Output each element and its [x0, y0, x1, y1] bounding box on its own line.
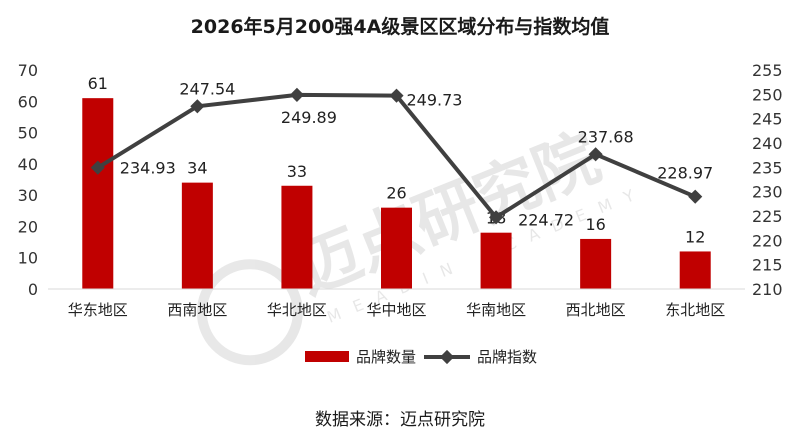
legend-bar-label: 品牌数量	[356, 348, 416, 366]
line-value-label: 228.97	[657, 164, 713, 183]
bar	[181, 182, 213, 289]
bar	[480, 232, 512, 289]
left-axis-tick-label: 20	[18, 217, 38, 236]
bar-value-label: 26	[386, 184, 406, 203]
bar	[281, 185, 313, 289]
line-value-label: 234.93	[120, 159, 176, 178]
right-axis-tick-label: 210	[752, 280, 783, 299]
left-axis-tick-label: 60	[18, 92, 38, 111]
bar-value-label: 16	[585, 215, 605, 234]
right-axis-tick-label: 255	[752, 61, 783, 80]
bar-value-label: 34	[187, 159, 207, 178]
x-axis-tick-label: 华中地区	[366, 301, 426, 319]
x-axis-tick-label: 东北地区	[665, 301, 725, 319]
left-axis: 0 10 20 30 40 50 60 70	[18, 61, 38, 299]
line-point-marker	[588, 147, 603, 162]
legend-bar-swatch	[305, 351, 349, 362]
line-value-label: 249.73	[407, 91, 463, 110]
line-data-labels: 234.93 247.54 249.89 249.73 224.72 237.68 228.…	[120, 79, 713, 229]
legend-line-label: 品牌指数	[477, 348, 537, 366]
left-axis-tick-label: 30	[18, 186, 38, 205]
line-value-label: 224.72	[518, 210, 574, 229]
bar	[580, 238, 612, 289]
right-axis-tick-label: 220	[752, 231, 783, 250]
bar-data-labels: 61343326181612	[88, 74, 706, 246]
legend-line-marker	[439, 349, 455, 365]
line-point-marker	[489, 210, 504, 225]
legend: 品牌数量 品牌指数	[305, 348, 537, 366]
right-axis-tick-label: 240	[752, 134, 783, 153]
line-value-label: 247.54	[179, 79, 235, 98]
bar-series	[82, 98, 711, 290]
watermark-logo	[196, 259, 303, 366]
x-axis-tick-label: 华北地区	[267, 301, 327, 319]
left-axis-tick-label: 50	[18, 124, 38, 143]
left-axis-tick-label: 70	[18, 61, 38, 80]
right-axis-tick-label: 215	[752, 256, 783, 275]
bar-value-label: 33	[287, 162, 307, 181]
x-axis-tick-label: 西北地区	[566, 301, 626, 319]
line-value-label: 249.89	[281, 108, 337, 127]
right-axis-tick-label: 250	[752, 85, 783, 104]
line-point-marker	[389, 88, 404, 103]
right-axis: 210 215 220 225 230 235 240 245 250 255	[752, 61, 783, 299]
bar	[381, 207, 412, 289]
right-axis-tick-label: 245	[752, 110, 783, 129]
x-axis-tick-label: 西南地区	[167, 301, 227, 319]
right-axis-tick-label: 230	[752, 183, 783, 202]
left-axis-tick-label: 10	[18, 249, 38, 268]
bar-value-label: 61	[88, 74, 108, 93]
x-axis-labels: 华东地区 西南地区 华北地区 华中地区 华南地区 西北地区 东北地区	[68, 301, 725, 319]
line-point-marker	[688, 189, 703, 204]
line-series	[90, 87, 703, 225]
line-value-label: 237.68	[578, 127, 634, 146]
left-axis-tick-label: 0	[28, 280, 38, 299]
bar-value-label: 12	[685, 227, 705, 246]
data-source: 数据来源：迈点研究院	[315, 410, 485, 430]
left-axis-tick-label: 40	[18, 155, 38, 174]
bar	[679, 251, 711, 289]
x-axis-tick-label: 华东地区	[68, 301, 128, 319]
line-point-marker	[289, 87, 304, 102]
bar	[82, 98, 114, 290]
x-axis-tick-label: 华南地区	[466, 301, 526, 319]
right-axis-tick-label: 225	[752, 207, 783, 226]
chart-title: 2026年5月200强4A级景区区域分布与指数均值	[190, 16, 610, 38]
right-axis-tick-label: 235	[752, 158, 783, 177]
